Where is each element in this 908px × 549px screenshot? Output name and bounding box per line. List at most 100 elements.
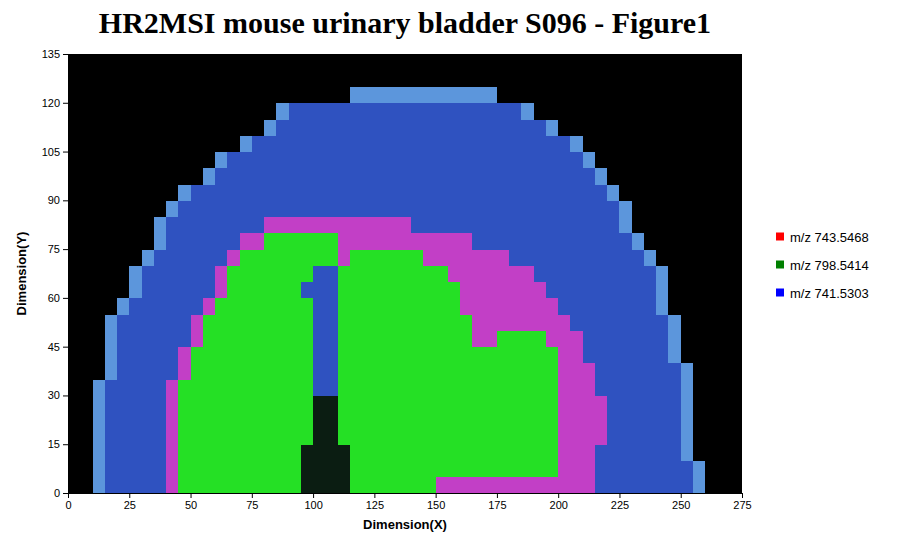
- heatmap-cell: [68, 119, 81, 136]
- heatmap-cell: [521, 379, 534, 396]
- heatmap-cell: [693, 298, 706, 315]
- heatmap-cell: [644, 282, 657, 299]
- heatmap-cell: [93, 152, 106, 169]
- heatmap-cell: [350, 379, 363, 396]
- heatmap-cell: [129, 152, 142, 169]
- heatmap-cell: [668, 135, 681, 152]
- heatmap-cell: [607, 119, 620, 136]
- heatmap-cell: [448, 70, 461, 87]
- heatmap-cell: [705, 477, 718, 493]
- legend-item: m/z 798.5414: [776, 258, 869, 273]
- heatmap-cell: [693, 249, 706, 266]
- heatmap-cell: [644, 265, 657, 282]
- heatmap-cell: [668, 70, 681, 87]
- x-tick-label: 25: [124, 499, 136, 511]
- heatmap-cell: [460, 444, 473, 461]
- heatmap-cell: [276, 184, 289, 201]
- heatmap-cell: [240, 282, 253, 299]
- heatmap-cell: [264, 54, 277, 71]
- heatmap-cell: [338, 87, 351, 104]
- heatmap-cell: [730, 249, 742, 266]
- heatmap-cell: [693, 265, 706, 282]
- heatmap-cell: [289, 87, 302, 104]
- heatmap-cell: [558, 363, 571, 380]
- heatmap-cell: [362, 330, 375, 347]
- heatmap-cell: [681, 217, 694, 234]
- heatmap-cell: [668, 363, 681, 380]
- heatmap-cell: [374, 87, 387, 104]
- heatmap-cell: [595, 233, 608, 250]
- heatmap-cell: [632, 249, 645, 266]
- heatmap-cell: [607, 412, 620, 429]
- heatmap-cell: [485, 217, 498, 234]
- heatmap-cell: [301, 282, 314, 299]
- heatmap-cell: [632, 217, 645, 234]
- heatmap-cell: [619, 233, 632, 250]
- plot-area: [68, 54, 742, 493]
- heatmap-cell: [178, 444, 191, 461]
- y-tick-mark: [63, 54, 68, 55]
- heatmap-cell: [387, 233, 400, 250]
- heatmap-cell: [460, 428, 473, 445]
- x-tick-mark: [252, 493, 253, 498]
- heatmap-cell: [583, 412, 596, 429]
- heatmap-cell: [301, 119, 314, 136]
- heatmap-cell: [350, 217, 363, 234]
- heatmap-cell: [570, 379, 583, 396]
- heatmap-cell: [423, 200, 436, 217]
- heatmap-cell: [80, 330, 93, 347]
- heatmap-cell: [705, 330, 718, 347]
- heatmap-cell: [178, 395, 191, 412]
- heatmap-cell: [227, 70, 240, 87]
- heatmap-cell: [154, 379, 167, 396]
- y-tick-label: 105: [42, 146, 60, 158]
- heatmap-cell: [362, 265, 375, 282]
- heatmap-cell: [191, 330, 204, 347]
- heatmap-cell: [460, 298, 473, 315]
- heatmap-cell: [240, 103, 253, 120]
- heatmap-cell: [338, 152, 351, 169]
- heatmap-cell: [117, 265, 130, 282]
- heatmap-cell: [93, 70, 106, 87]
- heatmap-cell: [129, 265, 142, 282]
- heatmap-cell: [534, 184, 547, 201]
- heatmap-cell: [717, 217, 730, 234]
- heatmap-cell: [93, 54, 106, 71]
- heatmap-cell: [730, 233, 742, 250]
- heatmap-cell: [301, 70, 314, 87]
- heatmap-cell: [325, 54, 338, 71]
- heatmap-cell: [117, 330, 130, 347]
- heatmap-cell: [472, 119, 485, 136]
- heatmap-cell: [595, 282, 608, 299]
- heatmap-cell: [583, 444, 596, 461]
- heatmap-cell: [215, 282, 228, 299]
- heatmap-cell: [374, 54, 387, 71]
- heatmap-cell: [423, 233, 436, 250]
- heatmap-cell: [313, 265, 326, 282]
- heatmap-cell: [485, 135, 498, 152]
- heatmap-cell: [240, 217, 253, 234]
- heatmap-cell: [191, 168, 204, 185]
- heatmap-cell: [325, 217, 338, 234]
- heatmap-cell: [252, 444, 265, 461]
- heatmap-cell: [558, 103, 571, 120]
- heatmap-cell: [105, 70, 118, 87]
- heatmap-cell: [632, 184, 645, 201]
- heatmap-cell: [191, 249, 204, 266]
- heatmap-cell: [276, 87, 289, 104]
- heatmap-cell: [166, 395, 179, 412]
- heatmap-cell: [105, 103, 118, 120]
- heatmap-cell: [264, 265, 277, 282]
- heatmap-cell: [191, 184, 204, 201]
- heatmap-cell: [423, 249, 436, 266]
- x-axis: 0255075100125150175200225250275: [65, 493, 751, 511]
- heatmap-cell: [423, 379, 436, 396]
- heatmap-cell: [68, 330, 81, 347]
- heatmap-cell: [350, 200, 363, 217]
- heatmap-cell: [350, 412, 363, 429]
- heatmap-cell: [472, 298, 485, 315]
- heatmap-cell: [558, 233, 571, 250]
- heatmap-cell: [227, 298, 240, 315]
- heatmap-cell: [215, 379, 228, 396]
- heatmap-cell: [289, 249, 302, 266]
